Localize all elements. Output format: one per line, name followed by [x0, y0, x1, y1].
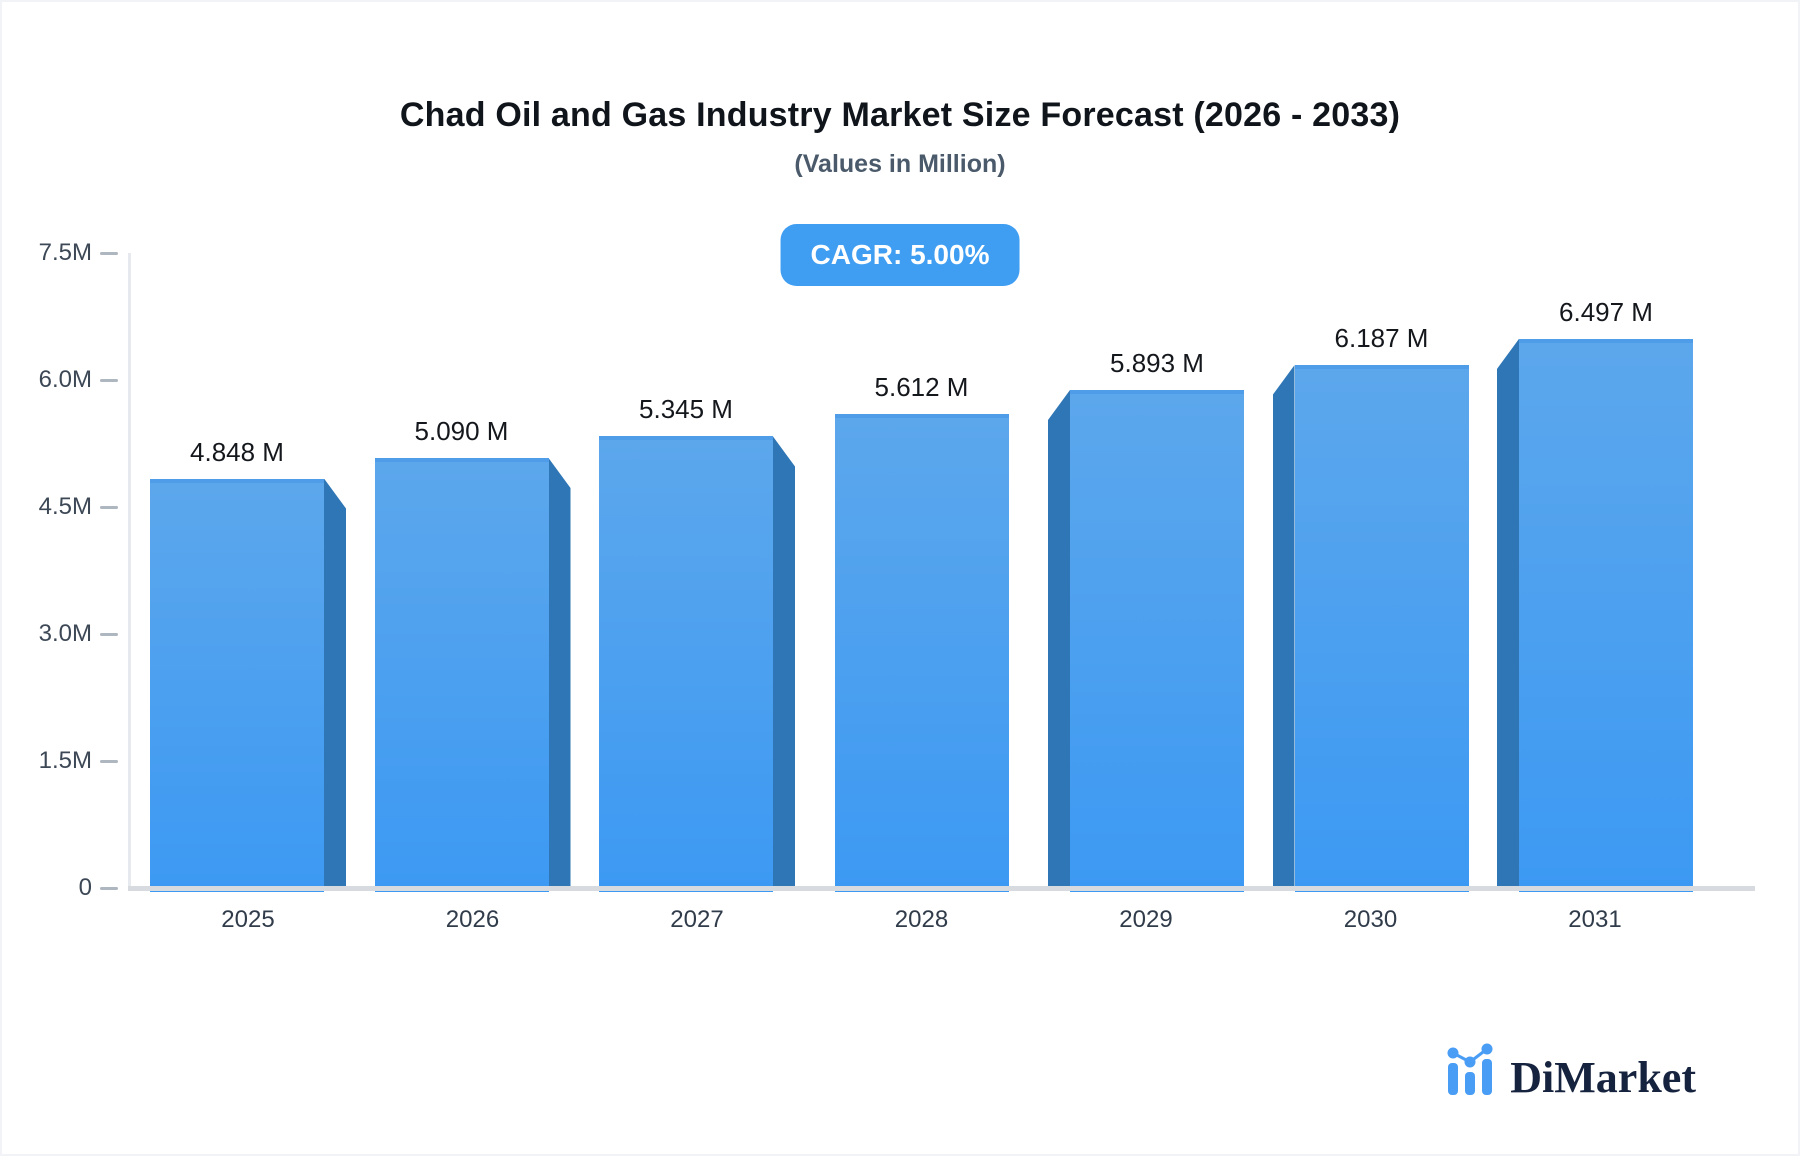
bar[interactable] — [150, 478, 324, 892]
y-axis-line — [128, 253, 131, 888]
bar-value-label: 5.345 M — [639, 394, 733, 425]
bar-side-face — [548, 458, 571, 888]
x-axis-label: 2031 — [1568, 906, 1622, 933]
y-axis-tick-label: 1.5M — [38, 747, 92, 774]
bar-value-label: 5.090 M — [414, 416, 509, 447]
bar[interactable] — [1294, 365, 1469, 892]
y-axis-tick — [100, 886, 118, 890]
bar[interactable] — [374, 458, 549, 892]
x-axis-label: 2027 — [670, 906, 724, 933]
chart-subtitle: (Values in Million) — [794, 150, 1006, 178]
bar-value-label: 6.187 M — [1334, 323, 1429, 354]
x-axis-line — [128, 886, 1755, 891]
x-axis-label: 2029 — [1119, 906, 1173, 933]
y-axis-tick — [100, 251, 118, 255]
bar-value-label: 5.893 M — [1110, 348, 1204, 379]
y-axis-tick-label: 7.5M — [38, 239, 92, 266]
mini-bar-chart-icon — [1446, 1041, 1496, 1100]
y-axis-tick-label: 6.0M — [38, 366, 92, 393]
y-axis-tick-label: 3.0M — [38, 620, 92, 647]
bar-value-label: 5.612 M — [874, 371, 969, 402]
x-axis-label: 2030 — [1343, 906, 1398, 933]
y-axis-tick — [100, 505, 118, 509]
bar[interactable] — [1070, 390, 1244, 892]
bar-value-label: 4.848 M — [190, 436, 284, 467]
x-axis-label: 2028 — [894, 906, 949, 933]
bar-side-face — [1497, 338, 1519, 888]
bar-side-face — [773, 436, 795, 888]
x-axis-label: 2025 — [221, 906, 275, 933]
brand-logo-text: DiMarket — [1510, 1053, 1696, 1102]
y-axis-tick — [100, 759, 118, 763]
bar-value-label: 6.497 M — [1559, 296, 1653, 327]
bar-side-face — [1048, 390, 1070, 888]
bar-side-face — [324, 478, 346, 888]
brand-logo: DiMarket — [1446, 1041, 1696, 1100]
y-axis-tick — [100, 632, 118, 636]
y-axis-tick — [100, 378, 118, 382]
y-axis-tick-label: 4.5M — [38, 493, 92, 520]
y-axis-tick-label: 0 — [78, 874, 92, 901]
bar[interactable] — [599, 436, 773, 892]
chart-title: Chad Oil and Gas Industry Market Size Fo… — [399, 96, 1401, 134]
bar-side-face — [1272, 365, 1295, 888]
bar[interactable] — [1519, 338, 1693, 892]
cagr-badge: CAGR: 5.00% — [780, 224, 1020, 286]
x-axis-label: 2026 — [445, 906, 500, 933]
bar[interactable] — [834, 413, 1009, 892]
